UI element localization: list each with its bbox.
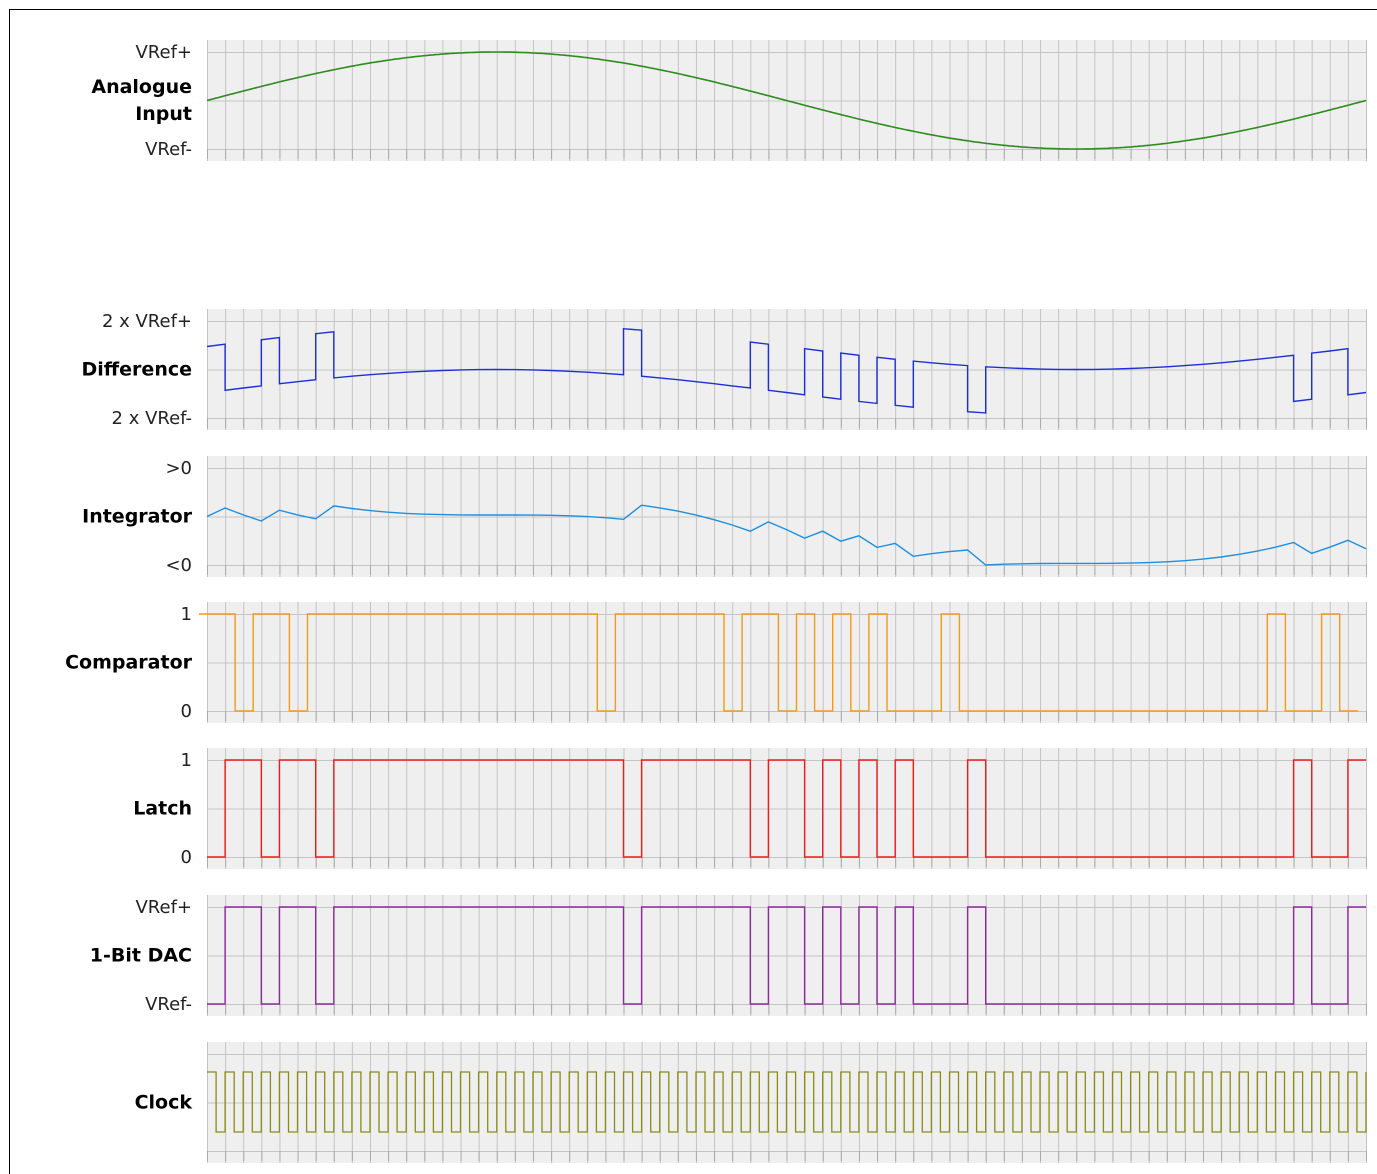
latch-bottom-label: 0 [181,847,192,868]
latch-waveform [207,759,1366,858]
latch-name-label: Latch [133,798,192,820]
analogue-name-label: Input [135,103,192,125]
analogue-name-label: Analogue [91,76,192,98]
integrator-gridlines [207,456,1367,577]
dac-top-label: VRef+ [135,897,192,918]
difference-name-label: Difference [82,359,193,381]
dac-bottom-label: VRef- [145,994,192,1015]
latch-top-label: 1 [181,750,192,771]
comparator-bottom-label: 0 [181,701,192,722]
dac-waveform [207,906,1366,1005]
difference-top-label: 2 x VRef+ [102,311,192,332]
analogue-waveform [206,51,1367,150]
integrator-name-label: Integrator [82,506,192,528]
dac-name-label: 1-Bit DAC [90,945,192,967]
comparator-top-label: 1 [181,604,192,625]
difference-waveform [206,327,1367,414]
timing-diagram-frame [9,9,1377,1174]
clock-name-label: Clock [135,1092,193,1114]
analogue-top-label: VRef+ [135,42,192,63]
integrator-bottom-label: <0 [165,555,192,576]
difference-bottom-label: 2 x VRef- [112,408,192,429]
integrator-waveform [206,504,1367,566]
analogue-bottom-label: VRef- [145,139,192,160]
integrator-top-label: >0 [165,458,192,479]
comparator-waveform [198,613,1358,712]
clock-waveform [207,1071,1367,1133]
comparator-name-label: Comparator [65,652,193,674]
